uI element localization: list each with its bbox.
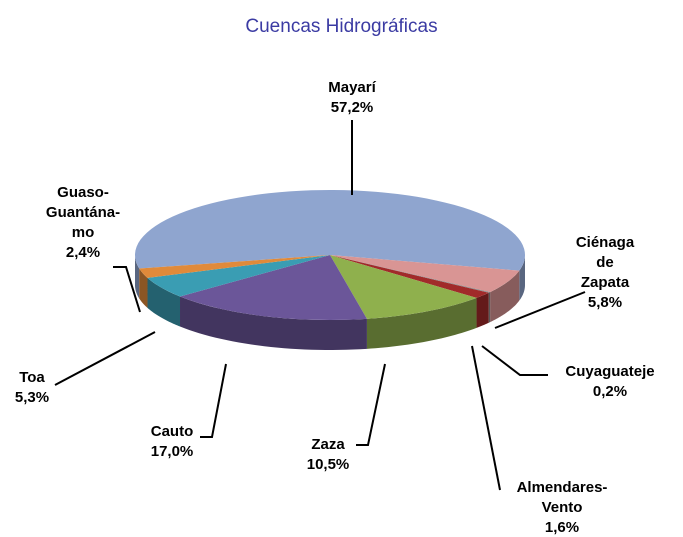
leader-line: [471, 345, 501, 491]
slice: [330, 255, 489, 298]
leader-line: [494, 291, 586, 329]
data-label: Guaso- Guantána- mo 2,4%: [46, 183, 120, 263]
slice-side: [366, 297, 477, 349]
data-label: Almendares- Vento 1,6%: [517, 478, 608, 537]
data-label: Cauto 17,0%: [151, 422, 194, 462]
value-label: 57,2%: [330, 99, 374, 116]
value-label: 17,0%: [150, 443, 194, 460]
slice-side: [135, 255, 140, 299]
slice: [330, 255, 477, 319]
slice-side: [139, 268, 148, 308]
data-label: Mayarí 57,2%: [328, 78, 376, 118]
slice: [135, 190, 526, 271]
category-label: Zaza: [311, 436, 345, 453]
category-label: Almendares- Vento: [516, 479, 608, 516]
value-label: 2,4%: [65, 244, 101, 261]
category-label: Ciénaga de Zapata: [575, 234, 635, 291]
data-label: Ciénaga de Zapata 5,8%: [566, 233, 644, 313]
category-label: Cauto: [150, 423, 194, 440]
slice: [180, 255, 367, 320]
data-label: Cuyaguateje 0,2%: [565, 362, 654, 402]
value-label: 10,5%: [306, 456, 350, 473]
category-label: Guaso- Guantána- mo: [45, 184, 121, 241]
slice-side: [180, 296, 367, 350]
data-label: Toa 5,3%: [15, 368, 49, 408]
data-label: Zaza 10,5%: [307, 435, 350, 475]
value-label: 1,6%: [544, 519, 580, 536]
leader-line: [200, 363, 227, 438]
slice-side: [488, 292, 491, 323]
value-label: 5,3%: [14, 389, 50, 406]
slice-side: [147, 277, 181, 327]
leader-line: [481, 345, 548, 376]
leader-line: [356, 363, 386, 446]
slice: [330, 255, 520, 293]
leader-line: [54, 331, 156, 386]
leader-line: [113, 266, 141, 313]
slice: [147, 255, 330, 297]
slice-side: [519, 255, 525, 301]
category-label: Toa: [19, 369, 45, 386]
slice-side: [490, 270, 520, 323]
slice-side: [476, 292, 489, 328]
category-label: Mayarí: [328, 79, 376, 96]
category-label: Cuyaguateje: [565, 363, 655, 380]
slice: [330, 255, 491, 293]
value-label: 5,8%: [587, 294, 623, 311]
chart-title: Cuencas Hidrográficas: [245, 16, 438, 37]
slice: [139, 255, 330, 278]
value-label: 0,2%: [592, 383, 628, 400]
